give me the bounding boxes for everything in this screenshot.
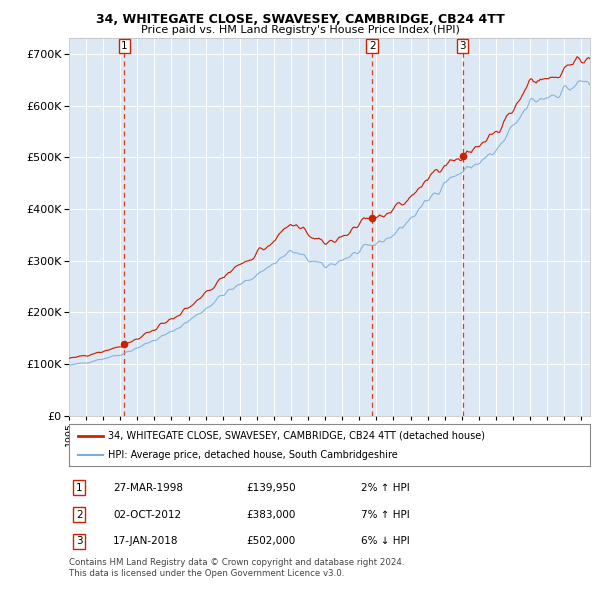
Text: 3: 3 [76,536,83,546]
Text: Contains HM Land Registry data © Crown copyright and database right 2024.: Contains HM Land Registry data © Crown c… [69,558,404,566]
Text: 2% ↑ HPI: 2% ↑ HPI [361,483,409,493]
Text: 7% ↑ HPI: 7% ↑ HPI [361,510,409,520]
Text: 1: 1 [121,41,128,51]
Text: £502,000: £502,000 [246,536,295,546]
Text: 27-MAR-1998: 27-MAR-1998 [113,483,183,493]
Text: 34, WHITEGATE CLOSE, SWAVESEY, CAMBRIDGE, CB24 4TT (detached house): 34, WHITEGATE CLOSE, SWAVESEY, CAMBRIDGE… [108,431,485,441]
Text: Price paid vs. HM Land Registry's House Price Index (HPI): Price paid vs. HM Land Registry's House … [140,25,460,35]
Text: 6% ↓ HPI: 6% ↓ HPI [361,536,409,546]
Text: 1: 1 [76,483,83,493]
Text: £383,000: £383,000 [246,510,295,520]
Text: 02-OCT-2012: 02-OCT-2012 [113,510,181,520]
Text: This data is licensed under the Open Government Licence v3.0.: This data is licensed under the Open Gov… [69,569,344,578]
Text: 34, WHITEGATE CLOSE, SWAVESEY, CAMBRIDGE, CB24 4TT: 34, WHITEGATE CLOSE, SWAVESEY, CAMBRIDGE… [95,13,505,26]
Text: 2: 2 [76,510,83,520]
Text: 17-JAN-2018: 17-JAN-2018 [113,536,179,546]
Text: 2: 2 [369,41,376,51]
Text: HPI: Average price, detached house, South Cambridgeshire: HPI: Average price, detached house, Sout… [108,451,398,460]
Text: £139,950: £139,950 [246,483,296,493]
Text: 3: 3 [459,41,466,51]
